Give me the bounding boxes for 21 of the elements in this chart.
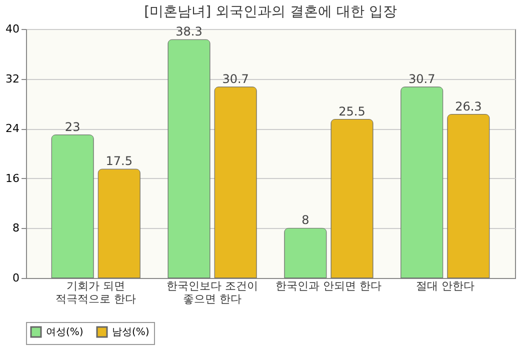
x-tick-label: 한국인과 안되면 한다 — [276, 280, 382, 292]
x-tick-label: 한국인보다 조건이 좋으면 한다 — [166, 280, 258, 306]
data-label: 30.7 — [222, 72, 249, 86]
data-label: 30.7 — [408, 72, 436, 86]
x-tick-label: 기회가 되면 적극적으로 한다 — [56, 280, 136, 306]
data-label: 23 — [64, 120, 80, 134]
legend-label: 여성(%) — [46, 327, 84, 338]
legend-label: 남성(%) — [112, 327, 150, 338]
data-label: 26.3 — [455, 99, 482, 114]
y-tick-label: 0 — [12, 272, 20, 284]
x-tick-label: 절대 안한다 — [416, 280, 474, 292]
data-label: 25.5 — [338, 104, 366, 118]
data-label: 17.5 — [106, 154, 132, 168]
y-tick-label: 8 — [12, 222, 20, 235]
y-tick-label: 40 — [6, 22, 20, 36]
data-label: 8 — [302, 213, 310, 228]
chart-title: [미혼남녀] 외국인과의 결혼에 대한 입장 — [144, 4, 397, 20]
data-label: 38.3 — [176, 24, 202, 39]
y-tick-label: 32 — [6, 72, 20, 86]
y-tick-label: 16 — [6, 172, 20, 185]
y-tick-label: 24 — [6, 122, 20, 136]
